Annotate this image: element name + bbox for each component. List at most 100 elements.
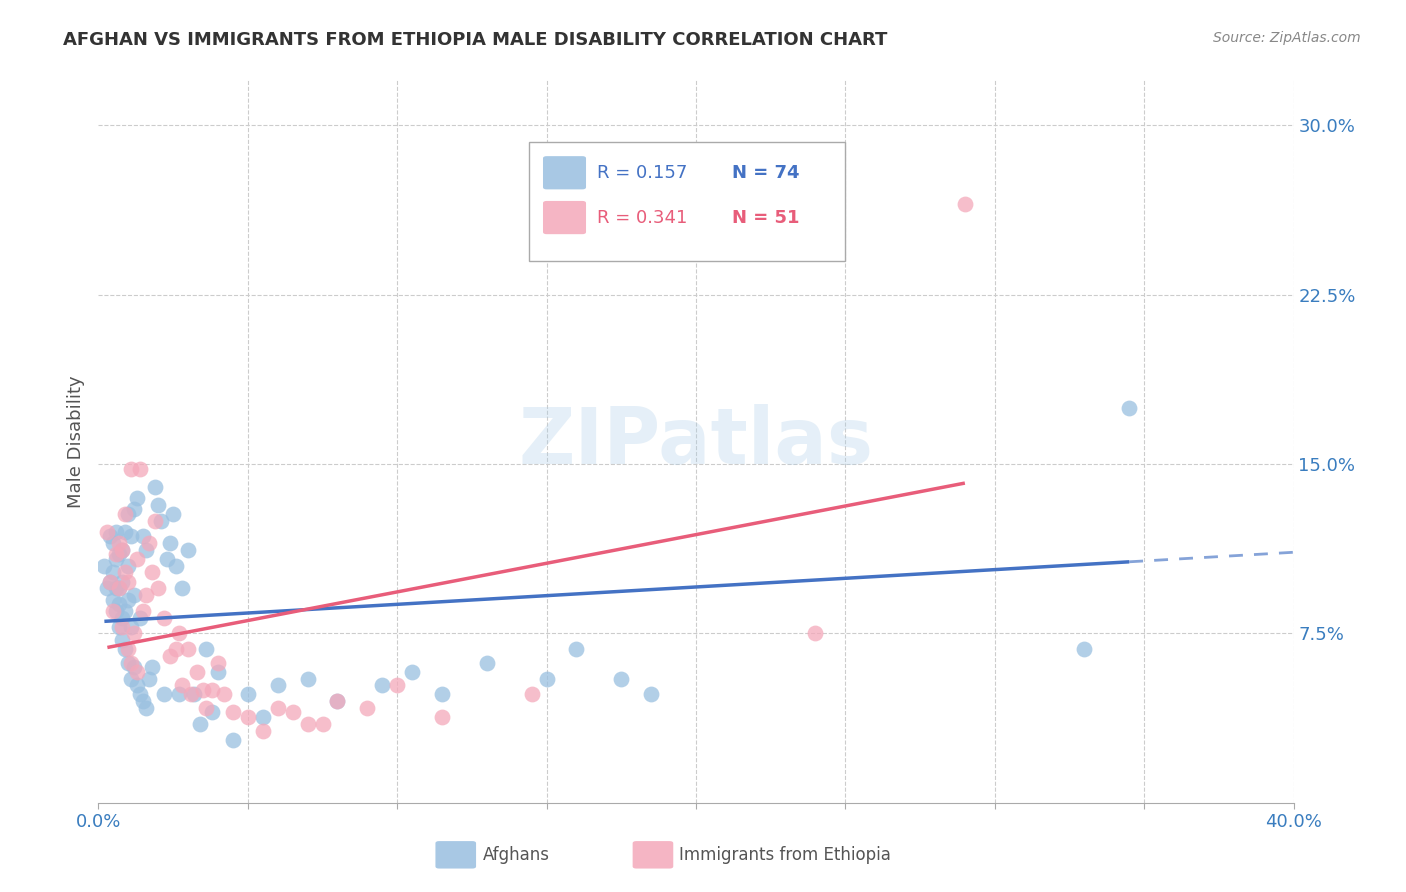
Point [141, 566, 163, 580]
Point [124, 588, 146, 602]
Point [120, 620, 142, 634]
Point [111, 542, 134, 557]
Point [195, 642, 218, 657]
Point [804, 626, 827, 640]
Point [129, 461, 152, 475]
Point [114, 524, 136, 539]
Point [98, 574, 122, 589]
Point [127, 552, 149, 566]
FancyBboxPatch shape [633, 841, 673, 869]
Point [124, 660, 146, 674]
Point [132, 694, 155, 708]
Point [565, 642, 588, 657]
Point [111, 610, 134, 624]
Point [326, 694, 349, 708]
Point [143, 514, 166, 528]
Point [1118, 401, 1140, 415]
Point [108, 620, 131, 634]
Point [148, 582, 170, 596]
Point [430, 687, 453, 701]
Point [117, 558, 139, 573]
Point [201, 706, 224, 720]
Point [222, 732, 245, 747]
Point [953, 197, 976, 211]
Point [117, 507, 139, 521]
Point [167, 626, 190, 640]
Point [105, 552, 128, 566]
Point [252, 710, 274, 724]
Point [120, 461, 142, 475]
Point [195, 701, 218, 715]
Point [114, 604, 136, 618]
FancyBboxPatch shape [543, 201, 586, 235]
Point [159, 536, 181, 550]
Point [297, 672, 319, 686]
Point [311, 716, 333, 731]
Point [148, 498, 170, 512]
Point [165, 642, 187, 657]
Point [93, 558, 115, 573]
Point [117, 656, 139, 670]
Point [172, 582, 194, 596]
Point [236, 687, 259, 701]
Point [475, 656, 498, 670]
Text: ZIPatlas: ZIPatlas [519, 403, 873, 480]
Point [105, 548, 128, 562]
Point [159, 648, 181, 663]
Point [252, 723, 274, 738]
Text: Source: ZipAtlas.com: Source: ZipAtlas.com [1213, 31, 1361, 45]
Text: Immigrants from Ethiopia: Immigrants from Ethiopia [679, 846, 891, 863]
Point [186, 665, 208, 679]
Point [536, 672, 558, 686]
Point [127, 491, 149, 505]
Point [156, 552, 179, 566]
Point [212, 687, 235, 701]
Point [105, 524, 128, 539]
FancyBboxPatch shape [436, 841, 477, 869]
Point [165, 558, 187, 573]
Point [103, 536, 125, 550]
Point [108, 582, 131, 596]
Point [114, 642, 136, 657]
Point [132, 604, 155, 618]
Point [177, 542, 200, 557]
Point [127, 665, 149, 679]
Point [191, 682, 214, 697]
Point [207, 656, 229, 670]
Point [98, 529, 122, 543]
Point [371, 678, 394, 692]
Point [430, 710, 453, 724]
Point [129, 610, 152, 624]
Point [162, 507, 184, 521]
Point [610, 672, 633, 686]
Point [111, 542, 134, 557]
Point [153, 687, 176, 701]
Point [135, 701, 157, 715]
Point [180, 687, 202, 701]
Point [135, 542, 157, 557]
Point [105, 582, 128, 596]
Point [236, 710, 259, 724]
Point [117, 642, 139, 657]
Point [98, 574, 122, 589]
Point [356, 701, 378, 715]
Point [520, 687, 543, 701]
Point [111, 620, 134, 634]
Point [138, 536, 160, 550]
Point [111, 574, 134, 589]
Point [281, 706, 304, 720]
Point [207, 665, 229, 679]
Point [172, 678, 194, 692]
Point [124, 626, 146, 640]
Text: N = 74: N = 74 [733, 164, 800, 182]
Point [114, 566, 136, 580]
Point [150, 514, 173, 528]
FancyBboxPatch shape [529, 142, 845, 260]
Text: Afghans: Afghans [484, 846, 550, 863]
Point [297, 716, 319, 731]
Point [108, 597, 131, 611]
Point [108, 548, 131, 562]
Text: N = 51: N = 51 [733, 209, 800, 227]
Point [326, 694, 349, 708]
Text: R = 0.157: R = 0.157 [596, 164, 688, 182]
